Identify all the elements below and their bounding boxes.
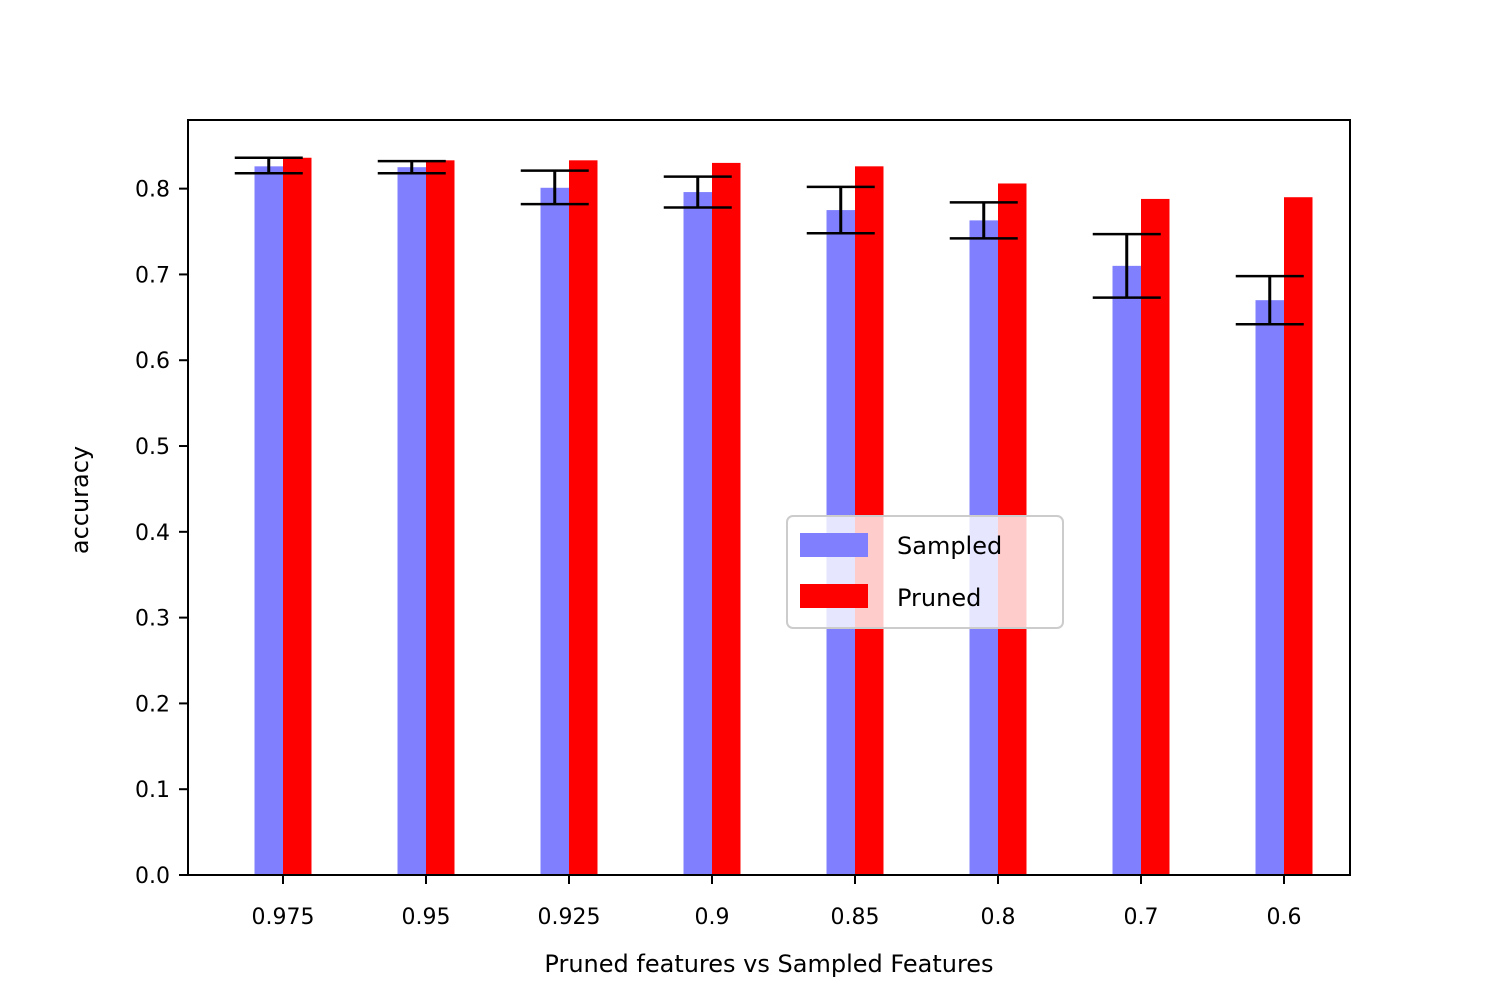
errorbar-sampled-0 xyxy=(234,156,303,175)
bar-pruned-1 xyxy=(426,160,455,876)
x-tick-label-4: 0.85 xyxy=(831,905,880,930)
errorbar-sampled-6 xyxy=(1092,232,1161,299)
legend: Sampled Pruned xyxy=(786,515,1064,629)
bar-sampled-2 xyxy=(540,187,569,875)
bar-sampled-0 xyxy=(254,166,283,876)
bars-layer xyxy=(254,157,1313,876)
y-tick-label-7: 0.7 xyxy=(135,263,170,288)
errorbars-layer xyxy=(234,156,1304,326)
bar-pruned-7 xyxy=(1284,197,1313,875)
y-tick-label-8: 0.8 xyxy=(135,178,170,203)
y-tick-label-1: 0.1 xyxy=(135,778,170,803)
x-axis: 0.975 0.95 0.925 0.9 0.85 0.8 0.7 0.6 xyxy=(252,875,1302,930)
errorbar-sampled-5 xyxy=(949,201,1018,240)
y-tick-label-0: 0.0 xyxy=(135,864,170,889)
errorbar-sampled-4 xyxy=(806,185,875,235)
y-tick-label-6: 0.6 xyxy=(135,349,170,374)
x-tick-label-0: 0.975 xyxy=(252,905,315,930)
legend-label-sampled: Sampled xyxy=(897,532,1002,560)
legend-swatch-sampled xyxy=(800,533,868,557)
errorbar-sampled-2 xyxy=(520,169,589,206)
x-tick-label-3: 0.9 xyxy=(695,905,730,930)
bar-pruned-3 xyxy=(712,162,741,876)
legend-label-pruned: Pruned xyxy=(897,584,981,612)
y-axis-label: accuracy xyxy=(66,446,94,554)
y-tick-label-2: 0.2 xyxy=(135,692,170,717)
bar-sampled-1 xyxy=(397,167,426,875)
bar-sampled-6 xyxy=(1112,265,1141,875)
legend-swatch-pruned xyxy=(800,584,868,608)
x-tick-label-6: 0.7 xyxy=(1124,905,1159,930)
errorbar-sampled-3 xyxy=(663,175,732,209)
y-axis: 0.0 0.1 0.2 0.3 0.4 0.5 0.6 0.7 0.8 xyxy=(135,178,188,889)
bar-pruned-2 xyxy=(569,160,598,876)
errorbar-sampled-1 xyxy=(377,159,446,175)
x-tick-label-7: 0.6 xyxy=(1267,905,1302,930)
errorbar-sampled-7 xyxy=(1235,274,1304,326)
plot-frame xyxy=(187,119,1351,876)
x-axis-label: Pruned features vs Sampled Features xyxy=(544,950,993,978)
y-tick-label-4: 0.4 xyxy=(135,521,170,546)
y-tick-label-3: 0.3 xyxy=(135,607,170,632)
bar-sampled-7 xyxy=(1255,300,1284,876)
x-tick-label-5: 0.8 xyxy=(981,905,1016,930)
bar-pruned-6 xyxy=(1141,198,1170,875)
y-tick-label-5: 0.5 xyxy=(135,435,170,460)
x-tick-label-1: 0.95 xyxy=(402,905,451,930)
x-tick-label-2: 0.925 xyxy=(538,905,601,930)
bar-pruned-0 xyxy=(283,157,312,875)
bar-sampled-3 xyxy=(683,192,712,875)
